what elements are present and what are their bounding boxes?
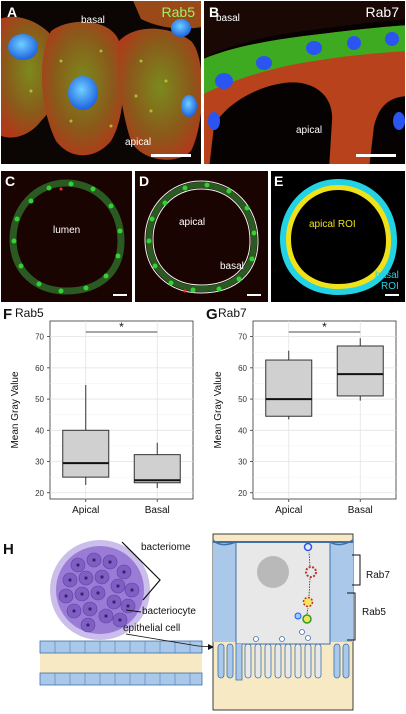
y-tick-label: 60 [238, 364, 247, 373]
basal-label: basal [220, 261, 244, 272]
box-apical [62, 429, 110, 478]
nucleus [393, 112, 405, 130]
panel-letter: B [209, 4, 220, 20]
panel-a-image: A Rab5 basal apical [1, 1, 201, 164]
y-tick-label: 70 [35, 333, 44, 342]
scale-bar [113, 294, 127, 296]
panel-letter: G [206, 306, 218, 323]
y-axis-label: Mean Gray Value [10, 371, 21, 449]
x-tick-label: Apical [275, 505, 302, 516]
box-apical [265, 359, 313, 417]
nucleus [171, 19, 191, 37]
basal-roi-label-line1: basal [375, 270, 399, 281]
nucleus [256, 56, 272, 70]
y-tick-label: 30 [35, 458, 44, 467]
y-tick-label: 20 [238, 489, 247, 498]
chart-title: Rab5 [15, 306, 44, 320]
panel-letter: H [3, 541, 14, 558]
significance-marker: * [322, 320, 327, 334]
y-tick-label: 30 [238, 458, 247, 467]
x-tick-label: Basal [145, 505, 170, 516]
y-tick-label: 70 [238, 333, 247, 342]
y-tick-label: 40 [35, 426, 44, 435]
chart-f-rab5: Rab5 20 30 40 50 60 70 Mean Gray Value Apical Bas… [10, 306, 194, 516]
y-tick-label: 60 [35, 364, 44, 373]
panel-letter: C [5, 173, 16, 189]
y-tick-label: 40 [238, 426, 247, 435]
basal-roi-label-line2: ROI [381, 281, 399, 292]
marker-label: Rab5 [161, 4, 195, 20]
panel-c-image: C lumen [1, 171, 132, 302]
x-tick-label: Apical [72, 505, 99, 516]
bacteriocyte-label: bacteriocyte [142, 606, 196, 617]
panel-letter: A [7, 4, 18, 20]
panel-c-micrograph [9, 179, 127, 296]
apical-label: apical [179, 217, 206, 228]
basal-label: basal [216, 13, 240, 24]
nucleus [68, 76, 98, 110]
lumen-label: lumen [53, 225, 81, 236]
scale-bar [247, 294, 261, 296]
scale-bar [385, 294, 399, 296]
chart-g-rab7: Rab7 20 30 40 50 60 70 Mean Gray Value Apical Bas… [213, 306, 397, 516]
scale-bar [356, 154, 396, 157]
basal-label: basal [81, 15, 105, 26]
y-axis-label: Mean Gray Value [213, 371, 224, 449]
panel-b-micrograph [204, 1, 405, 164]
rab5-label: Rab5 [362, 607, 386, 618]
panel-d-image: D apical basal [135, 171, 268, 302]
box-basal [336, 345, 384, 397]
rab7-label: Rab7 [366, 570, 390, 581]
epithelial-cell-detail [212, 533, 361, 711]
nucleus [306, 41, 322, 55]
panel-letter: F [3, 306, 13, 323]
nucleus [215, 73, 233, 89]
scale-bar [151, 154, 191, 157]
marker-label: Rab7 [365, 4, 399, 20]
epithelial-layer-illustration [39, 633, 215, 686]
apical-roi-label: apical ROI [309, 219, 356, 230]
panel-e-image: E apical ROI basal ROI [271, 171, 405, 302]
bacteriome-label: bacteriome [141, 542, 191, 553]
chart-title: Rab7 [218, 306, 247, 320]
apical-label: apical [125, 137, 152, 148]
bacteriome-illustration [50, 540, 161, 640]
y-tick-label: 20 [35, 489, 44, 498]
panel-a-micrograph [1, 1, 201, 160]
panel-letter: E [274, 173, 284, 189]
nucleus [181, 95, 197, 117]
box-basal [133, 454, 181, 484]
significance-marker: * [119, 320, 124, 334]
y-tick-label: 50 [238, 395, 247, 404]
x-tick-label: Basal [348, 505, 373, 516]
y-tick-label: 50 [35, 395, 44, 404]
nucleus [208, 112, 220, 130]
epithelial-cell-label: epithelial cell [123, 623, 181, 634]
panel-letter: D [139, 173, 150, 189]
apical-label: apical [296, 125, 323, 136]
nucleus [385, 32, 399, 46]
panel-e-roi-map [280, 179, 399, 296]
nucleus [347, 36, 361, 50]
panel-h-schematic [39, 533, 361, 711]
nucleus [8, 34, 38, 60]
panel-d-micrograph [144, 180, 261, 296]
panel-b-image: B Rab7 basal apical [204, 1, 405, 164]
